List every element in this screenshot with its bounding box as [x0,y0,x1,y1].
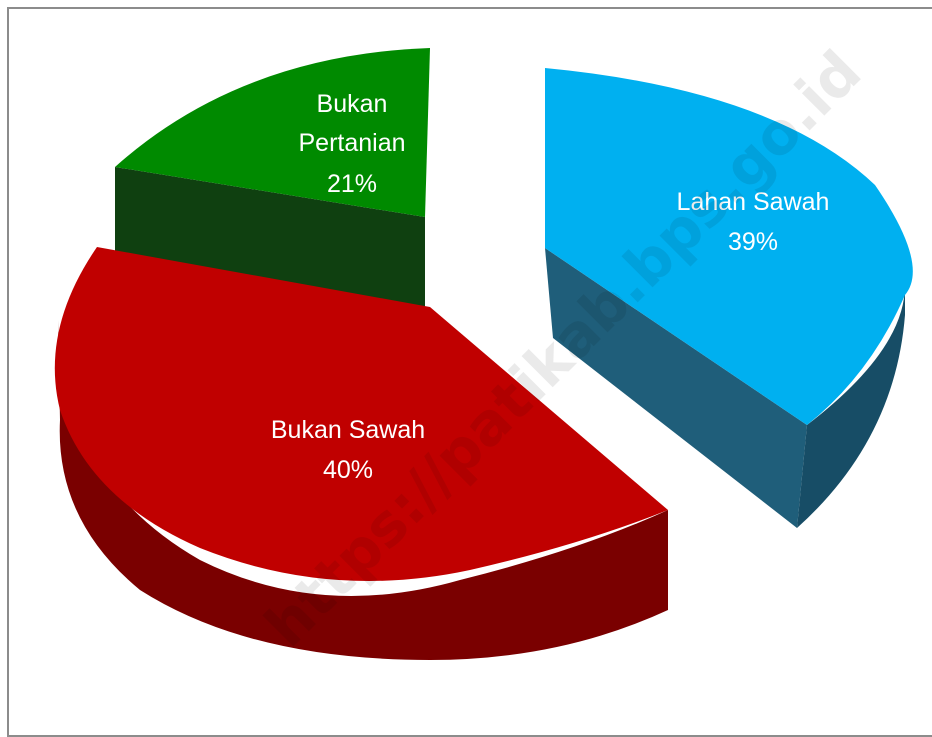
label-lahan-sawah: Lahan Sawah 39% [677,188,830,256]
slice-bukan-sawah-top [54,247,669,581]
label-lahan-sawah-name: Lahan Sawah [677,188,830,216]
label-bukan-sawah-percent: 40% [323,456,373,484]
slice-bukan-sawah-side [58,320,668,660]
label-bukan-sawah: Bukan Sawah 40% [271,416,425,484]
slice-labels: Lahan Sawah 39% Bukan Sawah 40% Bukan Pe… [271,90,830,484]
label-bukan-pertanian-line2: Pertanian [298,129,405,157]
slice-bukan-pertanian-top [115,48,430,217]
slice-bukan-pertanian [115,48,430,307]
label-bukan-pertanian-percent: 21% [327,170,377,198]
slice-bukan-pertanian-side [115,167,425,307]
pie-slices [54,48,913,660]
slice-lahan-sawah-side-outer [797,285,905,528]
slice-lahan-sawah [545,68,913,528]
label-bukan-pertanian: Bukan Pertanian 21% [298,90,405,198]
slice-bukan-sawah [54,247,669,660]
slice-lahan-sawah-top [545,68,913,425]
slice-lahan-sawah-side [545,248,807,528]
label-bukan-sawah-name: Bukan Sawah [271,416,425,444]
label-lahan-sawah-percent: 39% [728,228,778,256]
label-bukan-pertanian-line1: Bukan [317,90,388,118]
